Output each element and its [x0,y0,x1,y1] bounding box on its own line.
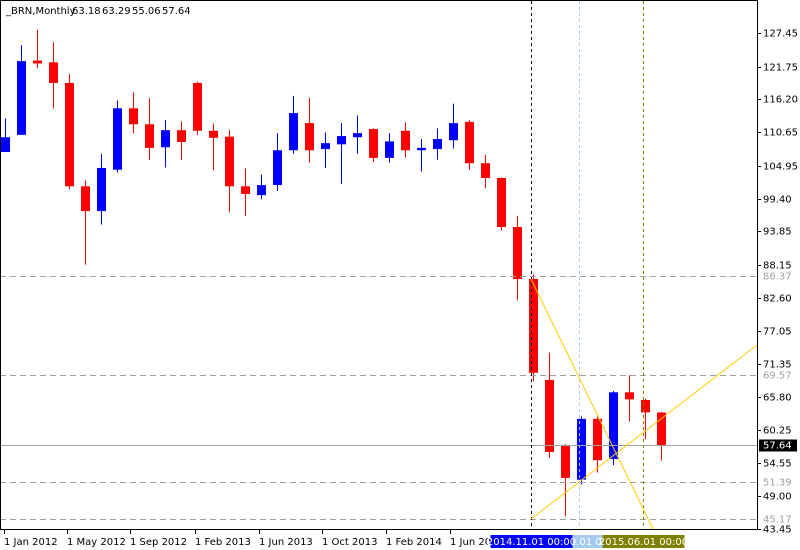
vline-label: 2015.06.01 00:00 [599,537,688,548]
candle-body [97,167,106,212]
level-label-bg [759,476,797,489]
x-tick-label: 1 Feb 2013 [195,537,251,548]
x-tick-label: 1 May 2012 [67,537,126,548]
candle-body [513,226,522,279]
vline-label: 2015.02.01 00:00 [535,537,624,548]
candle-body [177,130,186,142]
vline-label-bg [490,535,573,548]
y-tick-label: 77.05 [763,327,792,338]
trend-line [530,278,654,530]
ohlc-close: 57.64 [162,6,191,17]
y-tick-label: 99.40 [763,195,792,206]
candle-body [641,399,650,413]
candle-body [161,130,170,148]
ohlc-low: 55.06 [132,6,161,17]
candle-body [497,177,506,227]
level-label-bg [759,369,797,382]
candle-body [577,418,586,480]
ohlc-open: 63.18 [72,6,101,17]
price-label: 57.64 [763,441,792,452]
y-tick-label: 110.65 [763,128,798,139]
x-tick-label: 1 Oct 2013 [322,537,377,548]
candle-body [369,128,378,158]
candle-body [545,379,554,452]
candle-body [529,278,538,373]
candle-body [657,412,666,446]
y-tick-label: 127.45 [763,29,798,40]
x-tick-label: 1 Feb 2014 [386,537,442,548]
overlay: 86.37 69.57 51.39 45.17 57.64 [759,270,797,526]
y-tick-label: 60.25 [763,426,792,437]
vline-label: 2014.11.01 00:00 [487,537,576,548]
candle-body [17,61,26,135]
y-tick-label: 104.95 [763,162,798,173]
candle-body [401,130,410,151]
y-tick-label: 71.35 [763,360,792,371]
candle-body [353,133,362,138]
candle-body [561,446,570,478]
candle-body [609,392,618,460]
candle-body [417,147,426,151]
level-label-bg [759,270,797,283]
candle-body [385,141,394,158]
candle-body [257,185,266,196]
y-tick-label: 121.75 [763,63,798,74]
candle-body [625,392,634,400]
level-label: 45.17 [763,515,792,526]
candle-body [113,108,122,170]
candle-body [81,186,90,212]
candle-body [209,130,218,138]
candle-body [193,82,202,131]
y-tick-label: 54.55 [763,459,792,470]
candle-body [465,121,474,164]
y-tick-label: 65.80 [763,393,792,404]
x-tick-label: 1 Jun 2014 [450,537,504,548]
x-tick-label: 1 Jun 2013 [259,537,313,548]
chart-title: _BRN,Monthly [5,6,76,17]
y-tick-label: 43.45 [763,525,792,536]
ohlc-high: 63.29 [102,6,131,17]
level-label-bg [759,513,797,526]
y-tick-label: 49.00 [763,492,792,503]
vline-label-bg [602,535,685,548]
candle-body [337,136,346,145]
price-label-bg [759,439,797,452]
candle-body [225,136,234,187]
candle-body [129,108,138,125]
candle-body [305,123,314,151]
candle-body [145,124,154,148]
candle-body [65,82,74,187]
x-tick-label: 1 Jan 2012 [4,537,58,548]
candle-body [289,113,298,151]
level-label: 69.57 [763,371,792,382]
candle-body [449,123,458,141]
candle-body [593,418,602,461]
y-tick-label: 88.15 [763,261,792,272]
candle-body [481,163,490,178]
candle-body [241,186,250,194]
trend-line [530,344,758,520]
y-tick-label: 82.60 [763,294,792,305]
y-tick-label: 93.85 [763,227,792,238]
level-label: 51.39 [763,478,792,489]
y-tick-label: 116.20 [763,95,798,106]
candle-body [273,150,282,186]
candle-body [33,60,42,64]
x-tick-label: 1 Sep 2012 [130,537,187,548]
candle-body [1,137,10,153]
candle-body [321,143,330,150]
candle-body [433,139,442,150]
candle-body [49,62,58,83]
level-label: 86.37 [763,272,792,283]
